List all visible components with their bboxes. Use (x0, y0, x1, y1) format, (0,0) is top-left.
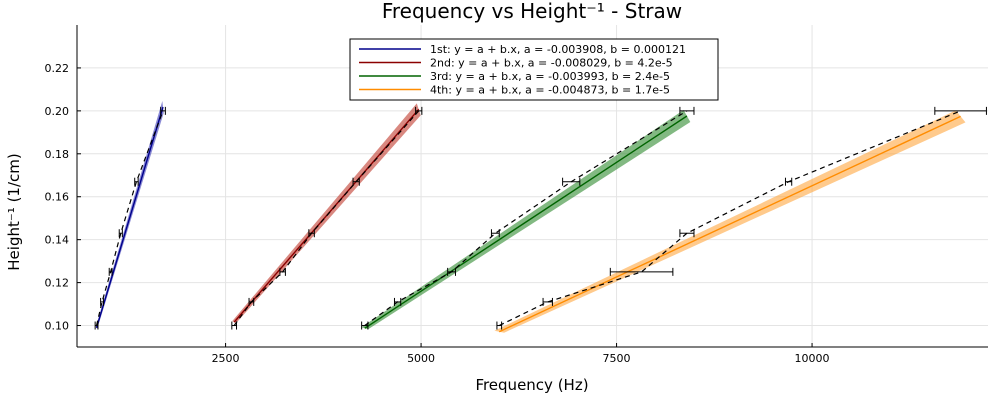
y-tick-label: 0.14 (45, 234, 70, 247)
data-point (248, 297, 255, 306)
data-point (679, 106, 695, 115)
y-tick-label: 0.12 (45, 277, 70, 290)
x-tick-label: 5000 (407, 352, 435, 365)
x-tick-label: 10000 (795, 352, 830, 365)
data-point (100, 297, 104, 306)
data-point (108, 267, 113, 276)
data-point (679, 229, 695, 238)
data-point (609, 267, 674, 276)
data-point (447, 267, 456, 276)
x-tick-label: 2500 (212, 352, 240, 365)
y-tick-label: 0.20 (45, 105, 70, 118)
y-tick-label: 0.10 (45, 320, 70, 333)
legend-entry-2: 2nd: y = a + b.x, a = -0.008029, b = 4.2… (430, 57, 673, 70)
y-axis-title: Height⁻¹ (1/cm) (5, 153, 23, 270)
legend-entry-4: 4th: y = a + b.x, a = -0.004873, b = 1.7… (430, 84, 670, 97)
data-point (160, 106, 166, 115)
data-point (134, 177, 139, 186)
chart-title: Frequency vs Height⁻¹ - Straw (382, 0, 682, 23)
data-point (361, 321, 369, 330)
fit-line-3 (364, 115, 688, 329)
legend-entry-1: 1st: y = a + b.x, a = -0.003908, b = 0.0… (430, 43, 686, 56)
legend: 1st: y = a + b.x, a = -0.003908, b = 0.0… (349, 38, 719, 101)
data-point (279, 267, 286, 276)
legend-entry-3: 3rd: y = a + b.x, a = -0.003993, b = 2.4… (430, 70, 670, 83)
data-point (784, 177, 793, 186)
y-tick-label: 0.16 (45, 191, 70, 204)
confidence-band-4 (494, 110, 966, 333)
y-tick-label: 0.22 (45, 62, 70, 75)
confidence-band-3 (361, 110, 691, 330)
data-point (415, 106, 423, 115)
data-point (934, 106, 987, 115)
data-point (308, 229, 315, 238)
y-tick-label: 0.18 (45, 148, 70, 161)
confidence-band-2 (232, 103, 421, 324)
data-line-4 (499, 110, 961, 327)
data-point (490, 229, 500, 238)
fit-line-4 (498, 115, 961, 333)
data-point (393, 297, 402, 306)
data-line-3 (364, 110, 688, 327)
data-point (352, 177, 360, 186)
x-tick-label: 7500 (603, 352, 631, 365)
data-point (94, 321, 99, 330)
data-point (542, 297, 553, 306)
fit-line-1 (95, 106, 164, 329)
data-point (118, 229, 123, 238)
data-point (231, 321, 238, 330)
data-point (496, 321, 503, 330)
data-point (562, 177, 581, 186)
x-axis-title: Frequency (Hz) (475, 376, 588, 394)
